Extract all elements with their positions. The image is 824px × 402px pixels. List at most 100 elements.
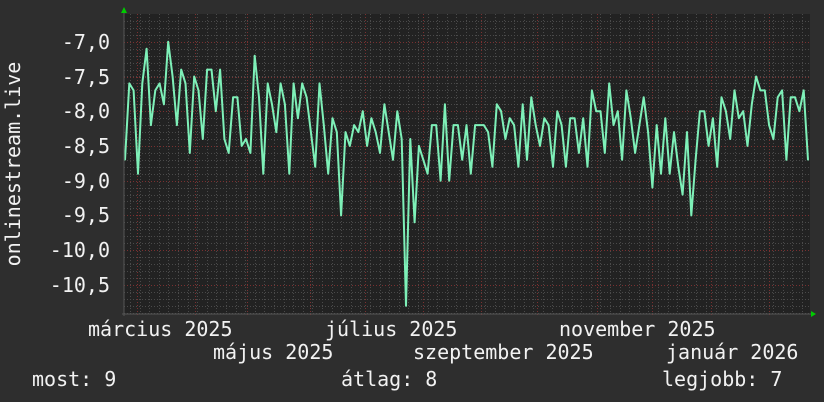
legend-best: legjobb: 7 <box>662 367 783 391</box>
data-point <box>539 145 541 147</box>
data-point <box>184 82 187 85</box>
y-tick-label: -10,5 <box>49 272 110 297</box>
data-point <box>405 304 407 307</box>
y-tick-label: -7,5 <box>61 64 110 89</box>
data-point <box>496 103 498 106</box>
data-point <box>573 117 576 119</box>
data-point <box>379 152 381 154</box>
y-axis-title: onlinestream.live <box>1 61 25 267</box>
data-point <box>738 117 740 119</box>
data-point <box>604 152 606 154</box>
data-point <box>227 152 230 154</box>
data-point <box>128 82 131 85</box>
x-tick-label: november 2025 <box>559 317 716 341</box>
data-point <box>794 96 796 99</box>
data-point <box>694 159 697 161</box>
data-point <box>578 152 580 154</box>
data-point <box>374 131 377 133</box>
data-point <box>565 166 567 168</box>
data-point <box>344 131 347 133</box>
data-point <box>426 172 429 175</box>
data-point <box>759 89 762 92</box>
data-point <box>621 159 623 161</box>
data-point <box>470 172 472 175</box>
data-point <box>431 124 433 126</box>
data-point <box>318 82 321 85</box>
data-point <box>202 138 204 140</box>
data-point <box>517 166 520 168</box>
data-point <box>297 117 299 119</box>
data-point <box>751 103 753 106</box>
data-point <box>137 172 139 175</box>
data-point <box>461 159 464 161</box>
data-point <box>668 172 671 175</box>
data-point <box>357 131 360 133</box>
data-point <box>478 124 481 126</box>
x-axis-arrow <box>811 311 816 317</box>
data-point <box>725 110 727 112</box>
data-point <box>340 214 342 217</box>
data-point <box>521 103 524 106</box>
y-tick-label: -9,5 <box>61 203 110 228</box>
data-point <box>673 131 675 133</box>
data-point <box>677 166 680 168</box>
data-point <box>720 96 723 99</box>
data-point <box>768 124 770 126</box>
data-point <box>197 89 200 92</box>
data-point <box>253 54 256 57</box>
data-point <box>664 117 667 119</box>
data-point <box>418 145 420 147</box>
data-point <box>124 159 126 161</box>
data-point <box>625 89 628 92</box>
data-point <box>547 124 550 126</box>
data-point <box>755 75 757 78</box>
y-tick-label: -9,0 <box>61 168 110 193</box>
data-point <box>513 124 515 126</box>
data-point <box>370 117 373 119</box>
data-point <box>681 193 684 196</box>
data-point <box>634 152 636 154</box>
data-point <box>301 82 304 85</box>
data-point <box>366 145 368 147</box>
data-point <box>413 221 416 224</box>
y-tick-label: -8,0 <box>61 99 110 124</box>
data-point <box>776 96 779 99</box>
data-point <box>150 124 152 126</box>
series <box>124 40 809 307</box>
data-point <box>314 166 317 168</box>
data-point <box>642 96 645 99</box>
data-point <box>305 96 308 99</box>
data-point <box>323 124 325 126</box>
data-point <box>288 172 291 175</box>
data-point <box>552 166 554 168</box>
y-tick-label: -7,0 <box>61 29 110 54</box>
data-point <box>487 131 489 133</box>
data-point <box>171 75 174 78</box>
data-point <box>586 166 589 168</box>
x-tick-label: szeptember 2025 <box>413 340 594 364</box>
data-point <box>245 138 247 140</box>
data-point <box>215 110 217 112</box>
data-point <box>772 138 775 140</box>
data-point <box>349 145 351 147</box>
data-point <box>500 110 502 112</box>
data-point <box>452 124 455 126</box>
data-point <box>279 82 282 85</box>
data-point <box>362 110 364 112</box>
data-point <box>292 82 295 85</box>
y-axis-arrow <box>121 7 127 13</box>
data-point <box>396 110 399 112</box>
data-point <box>180 68 182 71</box>
data-point <box>448 179 451 182</box>
data-point <box>781 89 783 92</box>
data-point <box>219 68 221 71</box>
data-point <box>154 89 157 92</box>
legend-current: most: 9 <box>32 367 117 391</box>
data-point <box>444 103 446 106</box>
data-point <box>785 159 788 161</box>
data-point <box>275 131 278 133</box>
data-point <box>556 110 559 112</box>
data-point <box>353 124 355 126</box>
data-point <box>435 124 438 126</box>
